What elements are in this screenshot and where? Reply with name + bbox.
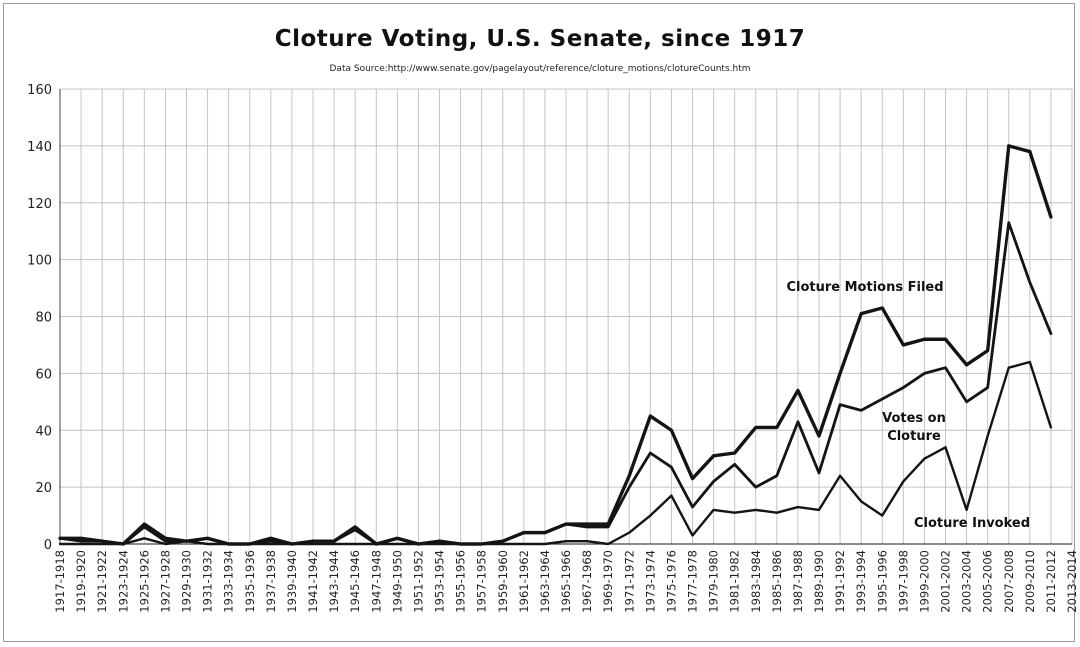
- x-tick-label: 1933-1934: [222, 550, 236, 613]
- x-tick-label: 2001-2002: [939, 550, 953, 613]
- x-tick-label: 1951-1952: [411, 550, 425, 613]
- grid-layer: [59, 88, 1073, 545]
- chart-frame: [3, 3, 1075, 642]
- tick-layer: 0 20 40 60 80 100 120 140 160 1917-1918 1919-1920 1…: [27, 83, 1079, 613]
- y-tick-label: 120: [27, 197, 52, 212]
- series-annotation: Cloture Invoked: [914, 516, 1030, 531]
- x-tick-label: 1983-1984: [749, 550, 763, 613]
- x-tick-label: 1917-1918: [53, 550, 67, 613]
- x-tick-label: 1993-1994: [854, 550, 868, 613]
- x-tick-label: 1987-1988: [791, 550, 805, 613]
- x-tick-label: 1955-1956: [454, 550, 468, 613]
- x-tick-label: 1979-1980: [707, 550, 721, 613]
- series-annotation: Votes on: [882, 411, 946, 426]
- series-annotation: Cloture Motions Filed: [786, 280, 943, 295]
- x-tick-label: 1925-1926: [137, 550, 151, 613]
- chart-subtitle: Data Source:http://www.senate.gov/pagela…: [329, 64, 751, 74]
- y-tick-label: 40: [35, 424, 52, 439]
- series-line-2: [58, 221, 1053, 546]
- x-tick-label: 1931-1932: [201, 550, 215, 613]
- x-tick-label: 2005-2006: [981, 550, 995, 613]
- y-tick-label: 160: [27, 83, 52, 98]
- annotation-layer: Cloture Motions Filed Votes on Cloture Clot…: [786, 280, 1030, 531]
- x-tick-label: 1963-1964: [538, 550, 552, 613]
- x-tick-label: 1981-1982: [728, 550, 742, 613]
- x-tick-label: 2013-2014: [1065, 550, 1079, 613]
- series-line-3: [58, 360, 1053, 546]
- x-tick-label: 1965-1966: [559, 550, 573, 613]
- y-tick-label: 100: [27, 254, 52, 269]
- x-tick-label: 1953-1954: [433, 550, 447, 613]
- x-tick-label: 1947-1948: [369, 550, 383, 613]
- x-tick-label: 1971-1972: [622, 550, 636, 613]
- y-tick-label: 80: [35, 311, 52, 326]
- x-tick-label: 1975-1976: [664, 550, 678, 613]
- x-tick-label: 1959-1960: [496, 550, 510, 613]
- x-tick-label: 2009-2010: [1023, 550, 1037, 613]
- x-tick-label: 1949-1950: [390, 550, 404, 613]
- series-annotation: Cloture: [887, 429, 941, 444]
- chart-title: Cloture Voting, U.S. Senate, since 1917: [274, 26, 806, 52]
- x-tick-label: 1929-1930: [180, 550, 194, 613]
- x-tick-label: 1927-1928: [158, 550, 172, 613]
- x-tick-label: 1957-1958: [475, 550, 489, 613]
- y-tick-label: 20: [35, 481, 52, 496]
- x-tick-label: 1961-1962: [517, 550, 531, 613]
- x-tick-label: 1991-1992: [833, 550, 847, 613]
- x-tick-label: 1943-1944: [327, 550, 341, 613]
- y-tick-label: 0: [44, 538, 52, 553]
- x-tick-label: 1973-1974: [643, 550, 657, 613]
- x-tick-label: 1935-1936: [243, 550, 257, 613]
- x-tick-label: 1997-1998: [896, 550, 910, 613]
- x-tick-label: 1985-1986: [770, 550, 784, 613]
- x-tick-label: 1945-1946: [348, 550, 362, 613]
- x-tick-label: 2011-2012: [1044, 550, 1058, 613]
- x-tick-label: 1921-1922: [95, 550, 109, 613]
- x-tick-label: 1977-1978: [686, 550, 700, 613]
- x-tick-label: 1937-1938: [264, 550, 278, 613]
- x-tick-label: 1919-1920: [74, 550, 88, 613]
- x-tick-label: 1941-1942: [306, 550, 320, 613]
- x-tick-label: 2003-2004: [960, 550, 974, 613]
- x-tick-label: 1995-1996: [875, 550, 889, 613]
- x-tick-label: 1989-1990: [812, 550, 826, 613]
- x-tick-label: 1999-2000: [917, 550, 931, 613]
- y-tick-label: 60: [35, 367, 52, 382]
- series-layer: [58, 144, 1053, 546]
- x-tick-label: 2007-2008: [1002, 550, 1016, 613]
- x-tick-label: 1939-1940: [285, 550, 299, 613]
- x-tick-label: 1967-1968: [580, 550, 594, 613]
- x-tick-label: 1923-1924: [116, 550, 130, 613]
- x-tick-label: 1969-1970: [601, 550, 615, 613]
- y-tick-label: 140: [27, 140, 52, 155]
